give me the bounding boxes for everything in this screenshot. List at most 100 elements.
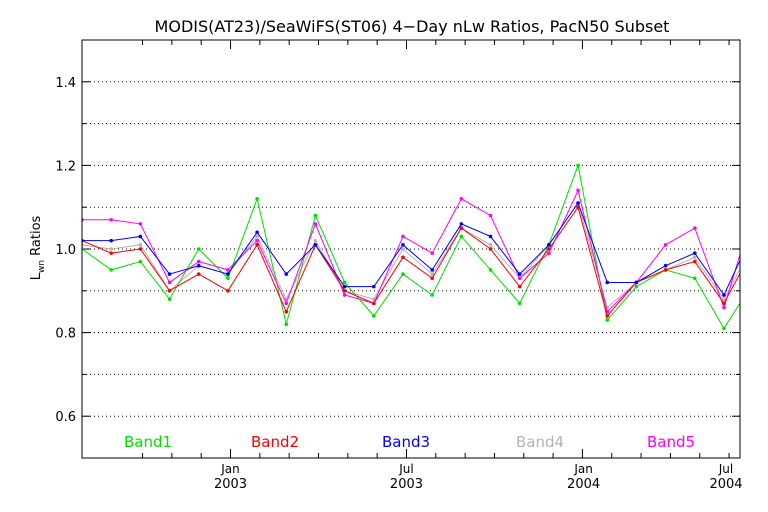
data-point-band4 [109, 247, 113, 251]
data-point-band3 [371, 284, 376, 289]
data-point-band5 [401, 234, 405, 239]
data-point-band5 [196, 259, 201, 264]
data-point-band1 [751, 281, 755, 285]
data-point-band1 [313, 213, 318, 218]
data-point-band3 [196, 263, 201, 268]
y-tick-label: 1.0 [55, 243, 76, 258]
series-line-band5 [82, 188, 740, 313]
data-point-band2 [138, 247, 143, 251]
legend-item-band1: Band1 [124, 433, 172, 451]
plot-frame [81, 39, 741, 459]
data-point-band3 [430, 268, 434, 272]
data-point-band4 [138, 243, 143, 247]
data-point-band2 [342, 289, 347, 293]
data-point-band4 [401, 247, 405, 251]
data-point-band3 [255, 230, 259, 235]
series-line-band3 [82, 201, 740, 296]
data-point-band1 [488, 268, 493, 272]
data-point-band5 [313, 222, 318, 226]
data-point-band2 [255, 243, 259, 247]
legend-item-band5: Band5 [647, 433, 695, 451]
data-point-band5 [692, 226, 697, 230]
data-point-band3 [488, 234, 493, 239]
data-point-band3 [722, 293, 726, 297]
data-point-band2 [722, 301, 726, 306]
data-point-band1 [196, 247, 201, 251]
data-point-band1 [634, 284, 639, 289]
data-point-band5 [138, 222, 143, 226]
data-point-band2 [109, 251, 113, 255]
data-point-band2 [692, 259, 697, 264]
data-point-band5 [342, 293, 347, 297]
data-point-band1 [342, 280, 347, 285]
x-tick-label-month: Jan [220, 462, 240, 476]
data-point-band2 [430, 276, 434, 281]
data-point-band5 [255, 238, 259, 243]
data-point-band5 [226, 268, 230, 272]
data-point-band3 [459, 222, 464, 226]
data-point-band1 [255, 197, 259, 201]
data-point-band3 [663, 263, 668, 268]
x-tick-label-year: 2003 [390, 477, 423, 492]
plot-area [82, 163, 755, 331]
data-point-band5 [284, 301, 289, 306]
data-point-band3 [226, 272, 230, 276]
data-point-band5 [109, 217, 113, 222]
legend-item-band3: Band3 [382, 433, 430, 451]
data-point-band5 [459, 197, 464, 201]
series-line-band4 [82, 201, 740, 309]
x-tick-label-month: Jan [573, 462, 593, 476]
data-point-band2 [167, 289, 172, 293]
data-point-band2 [605, 314, 610, 318]
data-point-band4 [430, 272, 434, 276]
gridlines [82, 81, 740, 417]
data-point-band4 [751, 243, 755, 247]
x-tick-label-year: 2004 [567, 477, 600, 492]
data-point-band3 [401, 243, 405, 247]
data-point-band4 [488, 243, 493, 247]
data-point-band5 [167, 280, 172, 285]
data-point-band2 [751, 247, 755, 251]
data-point-band2 [663, 268, 668, 272]
data-point-band5 [576, 188, 580, 193]
y-axis-label: Lwn Ratios [29, 215, 47, 280]
data-point-band5 [488, 213, 493, 218]
data-point-band1 [401, 272, 405, 276]
data-point-band5 [722, 305, 726, 310]
data-point-band5 [547, 251, 551, 255]
data-point-band4 [722, 297, 726, 301]
data-point-band1 [371, 314, 376, 318]
data-point-band4 [692, 255, 697, 260]
data-point-band3 [517, 272, 522, 276]
series-line-band2 [82, 206, 740, 317]
data-point-band2 [488, 247, 493, 251]
data-point-band1 [430, 293, 434, 297]
data-point-band3 [109, 238, 113, 243]
data-point-band1 [226, 276, 230, 281]
data-point-band1 [138, 259, 143, 264]
data-point-band3 [284, 272, 289, 276]
data-point-band5 [430, 251, 434, 255]
data-point-band2 [226, 289, 230, 293]
data-point-band1 [459, 234, 464, 239]
chart-title: MODIS(AT23)/SeaWiFS(ST06) 4−Day nLw Rati… [155, 17, 670, 36]
data-point-band1 [722, 326, 726, 331]
data-point-band1 [605, 318, 610, 322]
data-point-band3 [751, 230, 755, 234]
data-point-band3 [576, 201, 580, 205]
data-point-band1 [284, 322, 289, 327]
x-tick-label-month: Jul [718, 462, 733, 476]
data-point-band1 [109, 268, 113, 272]
data-point-band2 [371, 301, 376, 306]
data-point-band5 [663, 243, 668, 247]
data-point-band2 [459, 226, 464, 230]
y-axis-label-rest: Ratios [29, 215, 44, 260]
data-point-band5 [751, 210, 755, 214]
series-group [82, 163, 755, 331]
x-tick-label-month: Jul [398, 462, 413, 476]
x-tick-label-year: 2004 [709, 477, 742, 492]
series-line-band1 [82, 163, 740, 330]
y-tick-label: 0.8 [55, 327, 76, 342]
